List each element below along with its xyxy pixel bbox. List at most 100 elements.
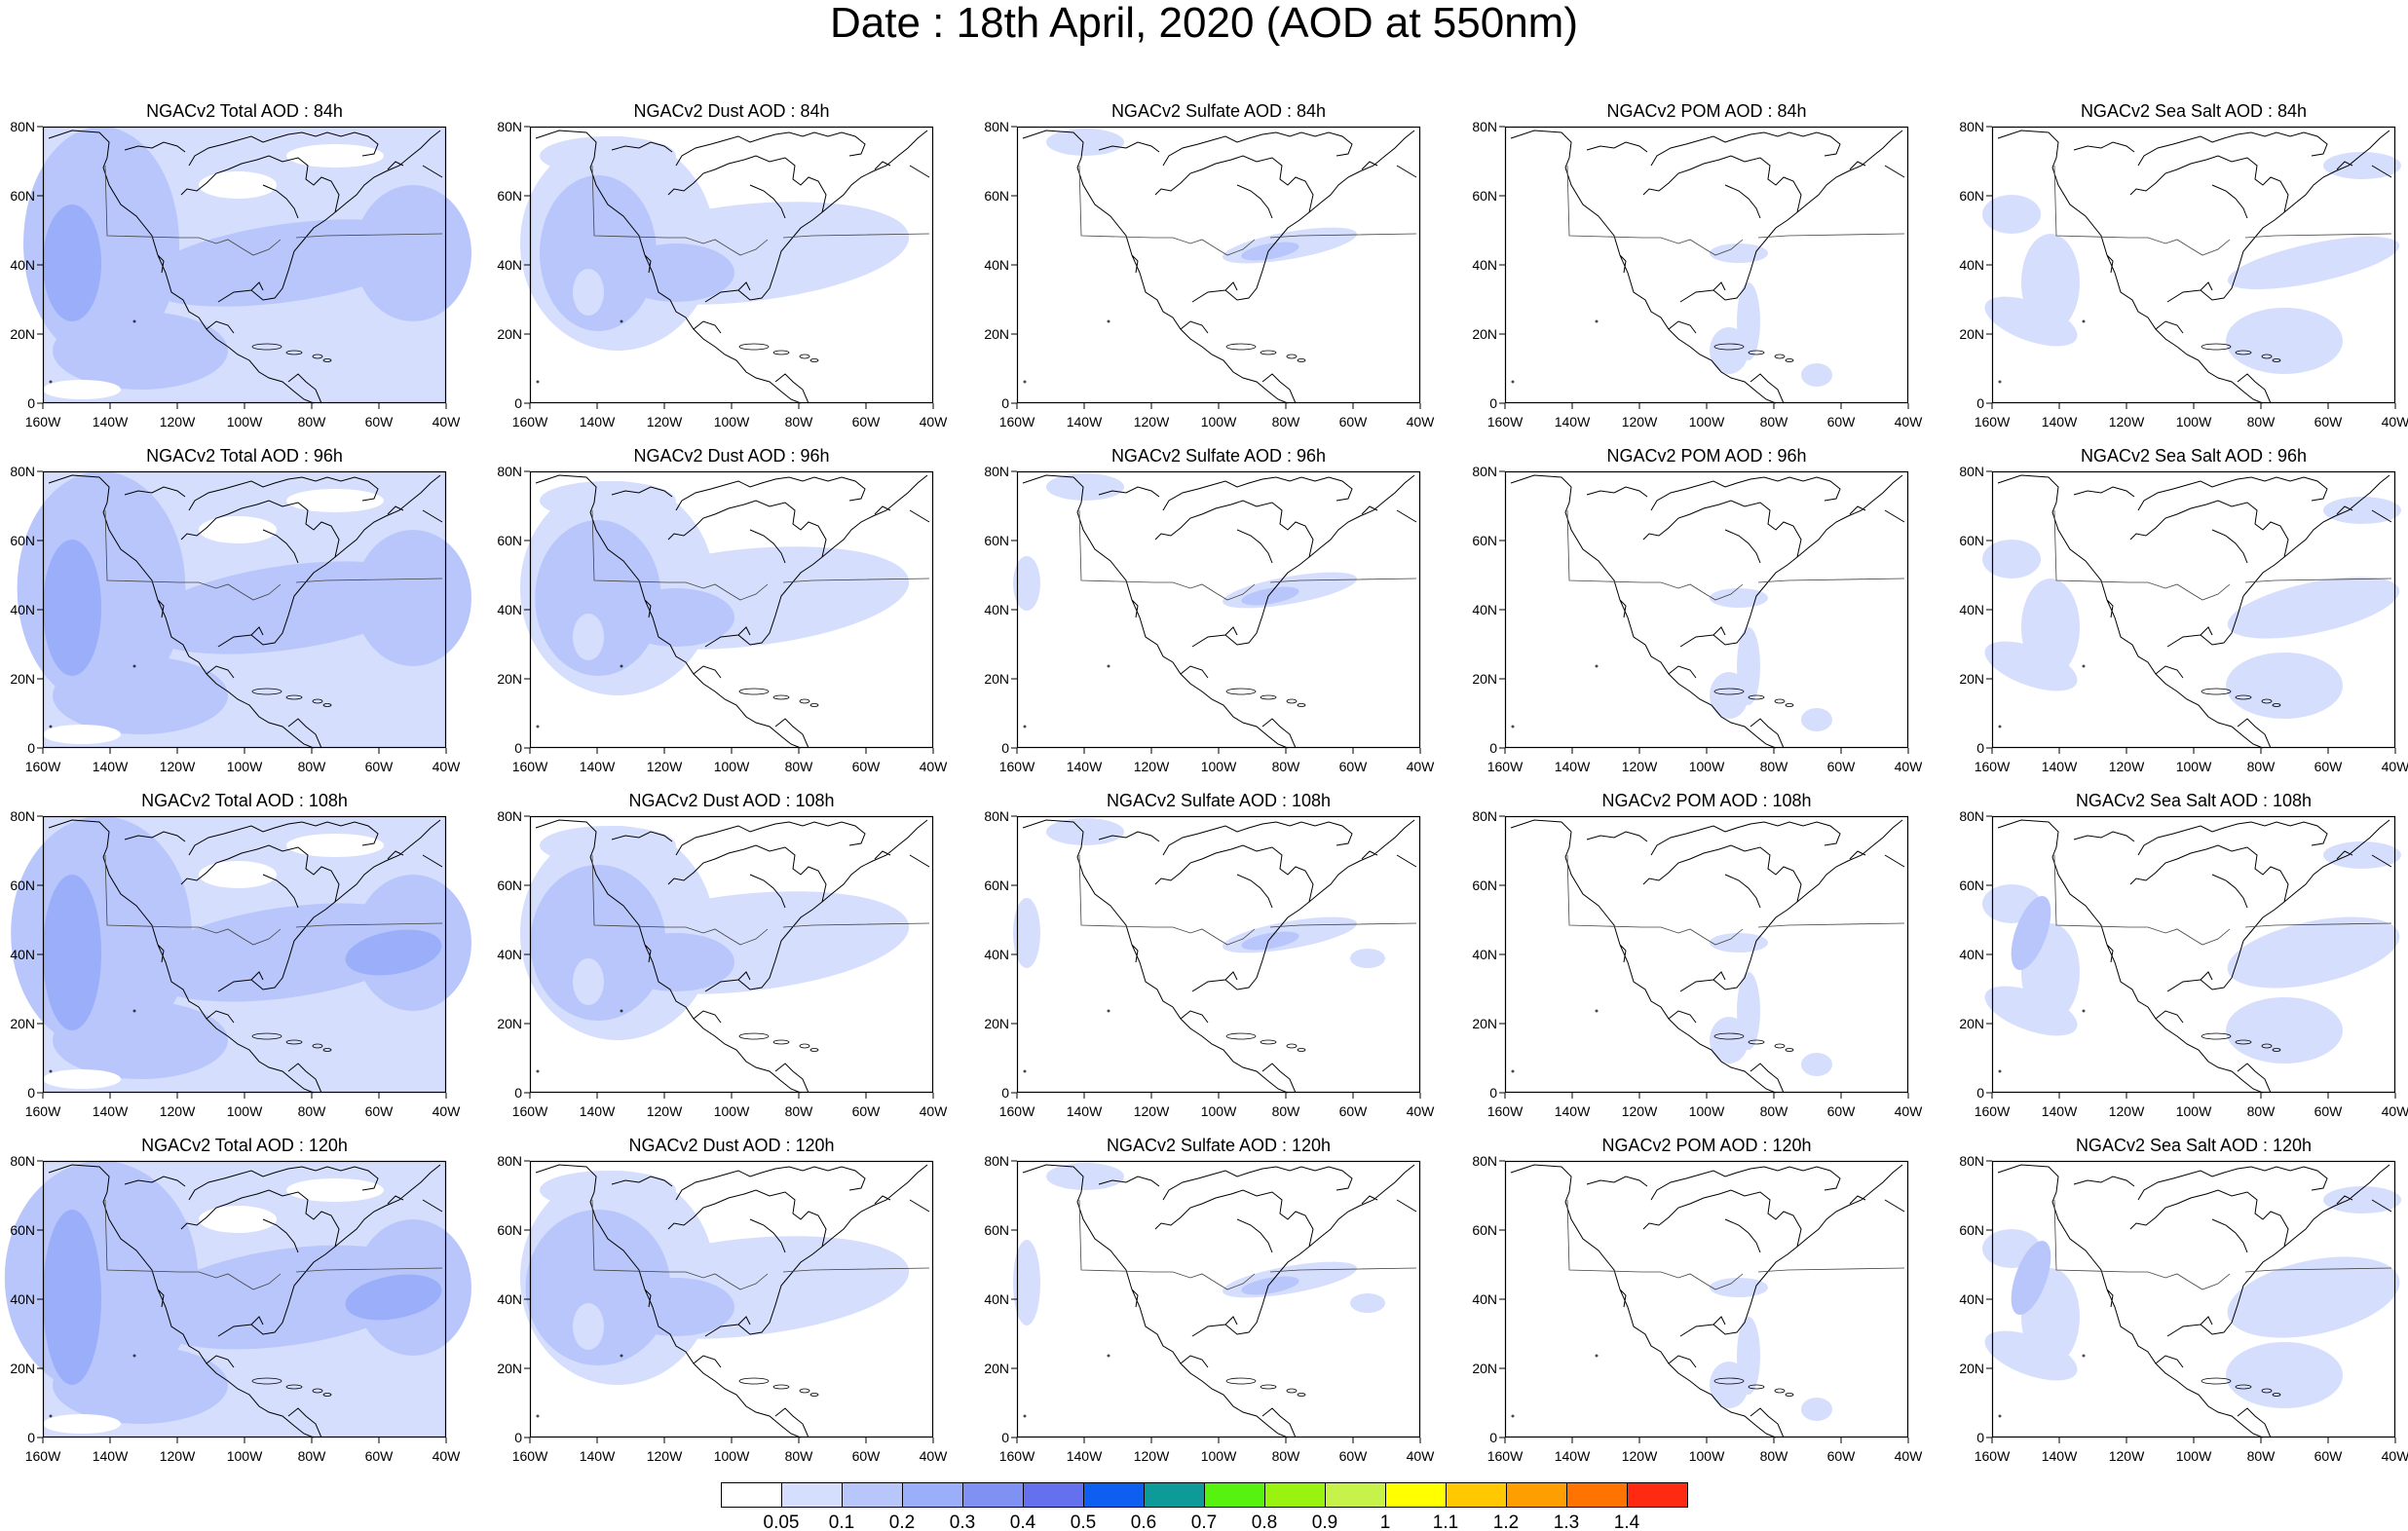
longitude-tick-label: 80W bbox=[784, 759, 813, 774]
panel-title: NGACv2 Dust AOD : 120h bbox=[628, 1136, 835, 1155]
latitude-tick-label: 60N bbox=[984, 878, 1009, 893]
panel-title: NGACv2 Total AOD : 108h bbox=[141, 791, 348, 810]
longitude-tick-label: 80W bbox=[1759, 1448, 1788, 1464]
longitude-tick-label: 40W bbox=[2381, 414, 2408, 429]
latitude-tick-label: 40N bbox=[1472, 257, 1497, 273]
longitude-tick-label: 80W bbox=[1271, 414, 1300, 429]
aod-map bbox=[1982, 470, 2401, 754]
coastline bbox=[1022, 474, 1417, 749]
longitude-tick-label: 100W bbox=[713, 1103, 750, 1119]
latitude-tick-label: 20N bbox=[1472, 1016, 1497, 1031]
country-border bbox=[104, 854, 443, 946]
map-frame bbox=[42, 470, 447, 749]
longitude-tick-label: 140W bbox=[1066, 759, 1103, 774]
longitude-tick-label: 160W bbox=[1974, 1448, 2011, 1464]
coastline bbox=[1997, 819, 2392, 1094]
longitude-tick-label: 120W bbox=[1621, 1103, 1658, 1119]
colorbar-swatch bbox=[1385, 1482, 1447, 1508]
longitude-tick-label: 40W bbox=[919, 1103, 948, 1119]
latitude-tick-label: 60N bbox=[497, 1222, 522, 1238]
map-frame bbox=[1991, 470, 2396, 749]
map-frame bbox=[1016, 470, 1421, 749]
longitude-tick-label: 140W bbox=[1066, 414, 1103, 429]
colorbar-swatch bbox=[781, 1482, 843, 1508]
longitude-tick-label: 60W bbox=[851, 414, 881, 429]
aod-map bbox=[520, 815, 934, 1099]
coastline bbox=[535, 1164, 930, 1438]
latitude-tick-label: 40N bbox=[1472, 602, 1497, 617]
longitude-tick-label: 160W bbox=[998, 414, 1035, 429]
latitude-tick-label: 0 bbox=[1001, 1085, 1009, 1101]
country-border bbox=[104, 165, 443, 256]
map-frame bbox=[42, 815, 447, 1094]
longitude-tick-label: 40W bbox=[919, 414, 948, 429]
colorbar-swatch bbox=[1325, 1482, 1386, 1508]
panel-title: NGACv2 Sulfate AOD : 120h bbox=[1106, 1136, 1332, 1155]
longitude-tick-label: 120W bbox=[159, 1103, 196, 1119]
latitude-tick-label: 0 bbox=[514, 1085, 522, 1101]
longitude-tick-label: 40W bbox=[1894, 759, 1923, 774]
longitude-tick-label: 160W bbox=[24, 759, 61, 774]
coastline bbox=[1022, 130, 1417, 404]
latitude-tick-label: 60N bbox=[497, 533, 522, 548]
longitude-tick-label: 60W bbox=[1338, 1103, 1368, 1119]
longitude-tick-label: 120W bbox=[1621, 1448, 1658, 1464]
longitude-tick-label: 100W bbox=[2175, 1103, 2212, 1119]
longitude-tick-label: 40W bbox=[1894, 1448, 1923, 1464]
longitude-tick-label: 140W bbox=[1066, 1448, 1103, 1464]
longitude-tick-label: 140W bbox=[579, 1103, 616, 1119]
longitude-tick-label: 60W bbox=[851, 1103, 881, 1119]
longitude-tick-label: 120W bbox=[2108, 414, 2145, 429]
latitude-tick-label: 0 bbox=[1001, 395, 1009, 411]
colorbar-level-label: 1 bbox=[1379, 1512, 1391, 1531]
colorbar-swatch bbox=[1023, 1482, 1084, 1508]
panel-title: NGACv2 POM AOD : 108h bbox=[1601, 791, 1812, 810]
latitude-tick-label: 20N bbox=[1959, 1361, 1984, 1376]
coastline bbox=[48, 1164, 443, 1438]
panel-title: NGACv2 Sea Salt AOD : 108h bbox=[2075, 791, 2313, 810]
longitude-tick-label: 140W bbox=[579, 759, 616, 774]
country-border bbox=[591, 165, 930, 256]
latitude-tick-label: 20N bbox=[1472, 1361, 1497, 1376]
longitude-tick-label: 80W bbox=[784, 1448, 813, 1464]
panel-title: NGACv2 POM AOD : 96h bbox=[1606, 446, 1807, 466]
latitude-tick-label: 0 bbox=[27, 1085, 35, 1101]
country-border bbox=[1566, 165, 1905, 256]
latitude-tick-label: 0 bbox=[27, 1430, 35, 1445]
longitude-tick-label: 160W bbox=[511, 414, 548, 429]
longitude-tick-label: 160W bbox=[1974, 414, 2011, 429]
map-frame bbox=[1991, 815, 2396, 1094]
map-frame bbox=[1991, 1160, 2396, 1438]
longitude-tick-label: 120W bbox=[1621, 414, 1658, 429]
colorbar-level-label: 0.8 bbox=[1251, 1512, 1278, 1531]
longitude-tick-label: 160W bbox=[24, 1448, 61, 1464]
longitude-tick-label: 80W bbox=[784, 414, 813, 429]
longitude-tick-label: 60W bbox=[2314, 759, 2343, 774]
map-frame bbox=[1016, 126, 1421, 404]
longitude-tick-label: 160W bbox=[24, 1103, 61, 1119]
longitude-tick-label: 60W bbox=[364, 759, 394, 774]
coastline bbox=[48, 474, 443, 749]
longitude-tick-label: 120W bbox=[2108, 1448, 2145, 1464]
latitude-tick-label: 40N bbox=[10, 602, 35, 617]
longitude-tick-label: 120W bbox=[2108, 759, 2145, 774]
longitude-tick-label: 160W bbox=[998, 1103, 1035, 1119]
longitude-tick-label: 80W bbox=[2246, 759, 2276, 774]
panel-title: NGACv2 Sea Salt AOD : 120h bbox=[2075, 1136, 2313, 1155]
panel-title: NGACv2 Sulfate AOD : 96h bbox=[1110, 446, 1327, 466]
latitude-tick-label: 40N bbox=[984, 257, 1009, 273]
longitude-tick-label: 120W bbox=[159, 414, 196, 429]
longitude-tick-label: 80W bbox=[1271, 1448, 1300, 1464]
latitude-tick-label: 80N bbox=[10, 1153, 35, 1169]
coastline bbox=[1510, 819, 1905, 1094]
longitude-tick-label: 40W bbox=[432, 759, 461, 774]
map-frame bbox=[1504, 815, 1909, 1094]
aod-map bbox=[1499, 815, 1909, 1099]
longitude-tick-label: 160W bbox=[24, 414, 61, 429]
coastline bbox=[1510, 1164, 1905, 1438]
latitude-tick-label: 40N bbox=[10, 257, 35, 273]
latitude-tick-label: 40N bbox=[1959, 947, 1984, 962]
latitude-tick-label: 60N bbox=[984, 188, 1009, 204]
panel-title: NGACv2 Total AOD : 120h bbox=[141, 1136, 348, 1155]
